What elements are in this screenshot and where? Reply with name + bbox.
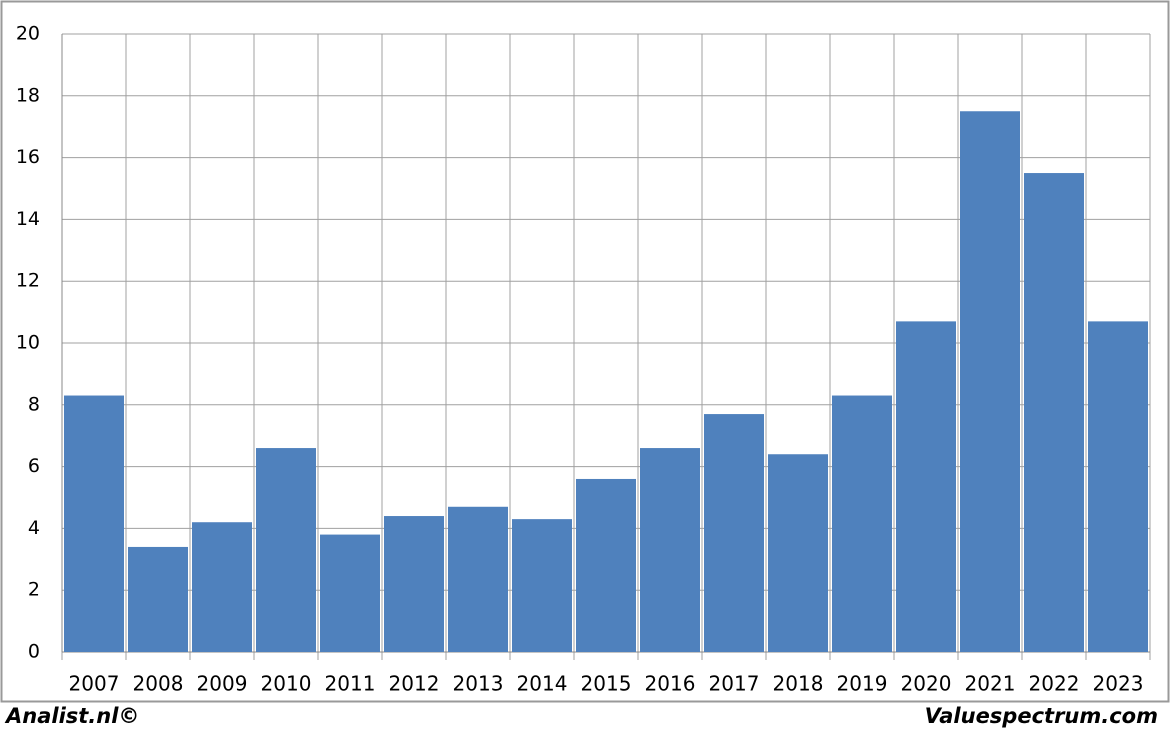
bar: [128, 546, 188, 652]
bar: [384, 516, 444, 652]
bar: [192, 522, 252, 652]
y-tick-label: 20: [16, 23, 40, 45]
bar: [320, 534, 380, 652]
bar: [960, 111, 1020, 652]
y-tick-label: 18: [16, 84, 40, 106]
y-tick-label: 12: [16, 270, 40, 292]
x-tick-label: 2010: [261, 672, 312, 696]
x-tick-label: 2017: [709, 672, 760, 696]
x-tick-label: 2013: [453, 672, 504, 696]
x-tick-label: 2023: [1093, 672, 1144, 696]
y-tick-label: 14: [16, 208, 40, 230]
x-tick-label: 2018: [773, 672, 824, 696]
bar: [256, 448, 316, 652]
x-tick-label: 2022: [1029, 672, 1080, 696]
x-tick-label: 2015: [581, 672, 632, 696]
y-tick-label: 0: [28, 641, 40, 663]
y-tick-label: 16: [16, 146, 40, 168]
footer-left: Analist.nl©: [4, 704, 139, 728]
x-tick-label: 2011: [325, 672, 376, 696]
y-tick-label: 6: [28, 455, 40, 477]
y-tick-label: 4: [28, 517, 40, 539]
y-tick-label: 8: [28, 393, 40, 415]
bar: [64, 395, 124, 652]
y-tick-label: 2: [28, 579, 40, 601]
x-tick-label: 2008: [133, 672, 184, 696]
x-tick-label: 2016: [645, 672, 696, 696]
x-tick-label: 2014: [517, 672, 568, 696]
x-tick-label: 2021: [965, 672, 1016, 696]
x-tick-label: 2007: [69, 672, 120, 696]
x-tick-label: 2012: [389, 672, 440, 696]
bar: [1088, 321, 1148, 652]
bar: [448, 506, 508, 652]
bar: [512, 519, 572, 652]
bar: [768, 454, 828, 652]
x-tick-label: 2020: [901, 672, 952, 696]
bar: [704, 414, 764, 652]
x-tick-label: 2019: [837, 672, 888, 696]
bar: [640, 448, 700, 652]
bar: [576, 478, 636, 652]
bar: [832, 395, 892, 652]
bar: [896, 321, 956, 652]
y-tick-label: 10: [16, 332, 40, 354]
bar: [1024, 173, 1084, 653]
x-tick-label: 2009: [197, 672, 248, 696]
footer-right: Valuespectrum.com: [925, 704, 1158, 728]
